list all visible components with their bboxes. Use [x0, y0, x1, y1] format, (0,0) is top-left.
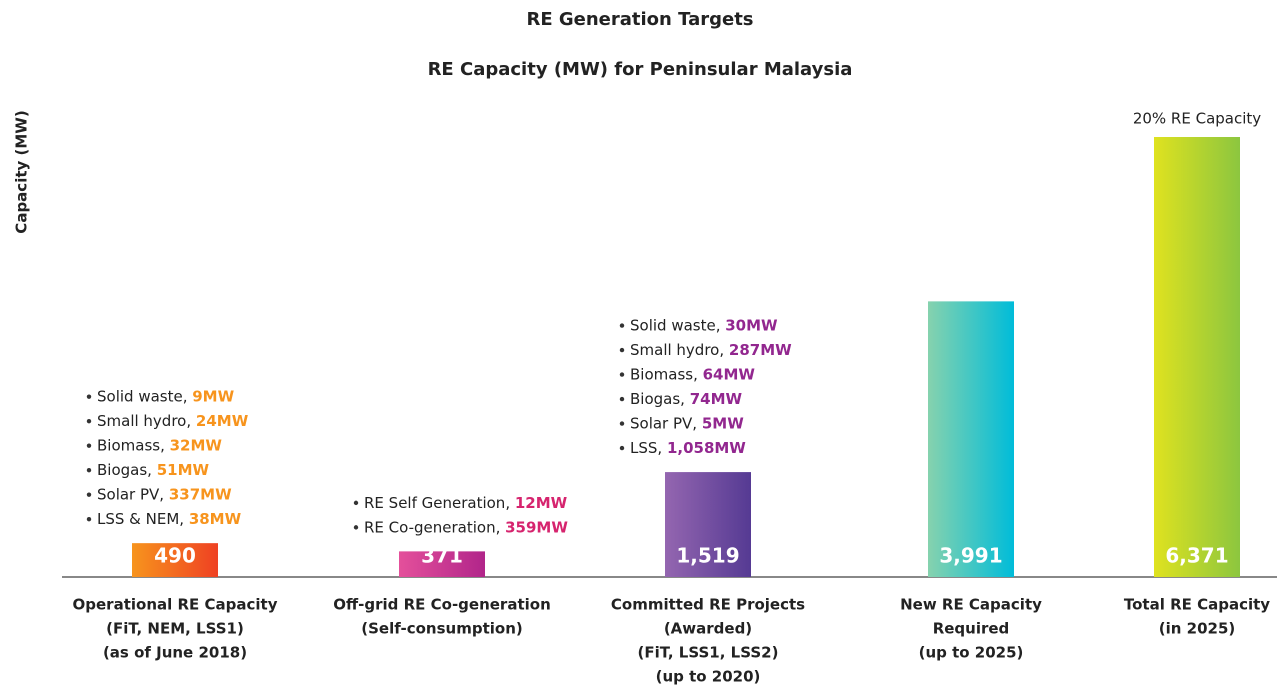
bar	[1154, 137, 1240, 577]
annotation-value: 32MW	[170, 436, 223, 454]
annotation-label: Biomass,	[630, 365, 703, 383]
x-tick-label: (Awarded)	[664, 620, 752, 638]
bullet	[619, 372, 625, 377]
bullet	[619, 421, 625, 426]
bullet	[619, 396, 625, 402]
annotation-label: Small hydro,	[630, 341, 729, 359]
annotation-value: 38MW	[189, 510, 242, 528]
x-tick-label: (up to 2020)	[656, 668, 761, 686]
annotation-value: 9MW	[192, 387, 234, 405]
x-tick-label: Total RE Capacity	[1124, 596, 1270, 614]
x-tick-label: (in 2025)	[1159, 620, 1236, 638]
annotation-label: Biomass,	[97, 436, 170, 454]
x-tick-label: (FiT, LSS1, LSS2)	[638, 644, 779, 662]
x-tick-label: (Self-consumption)	[361, 620, 522, 638]
annotation-value: 359MW	[505, 518, 568, 536]
annotation: Biogas, 51MW	[97, 461, 210, 479]
x-tick-label: (FiT, NEM, LSS1)	[106, 620, 244, 638]
value-label: 371	[421, 544, 463, 568]
bullet	[619, 347, 625, 353]
chart-title: RE Generation Targets	[526, 9, 753, 30]
y-axis-label: Capacity (MW)	[13, 110, 31, 233]
bullet	[353, 525, 359, 530]
bullet	[619, 323, 625, 328]
annotation-value: 74MW	[690, 390, 743, 408]
annotation: Biomass, 64MW	[630, 365, 755, 383]
annotation: LSS & NEM, 38MW	[97, 510, 242, 528]
annotation: Biomass, 32MW	[97, 436, 222, 454]
annotation-label: LSS,	[630, 439, 667, 457]
bar	[665, 472, 751, 577]
annotation: RE Self Generation, 12MW	[364, 493, 568, 511]
annotation: Solid waste, 9MW	[97, 387, 235, 405]
annotation-label: Solar PV,	[630, 414, 702, 432]
value-label: 1,519	[676, 544, 739, 568]
value-label: 3,991	[939, 544, 1002, 568]
annotation: Solar PV, 337MW	[97, 485, 232, 503]
x-tick-label: Committed RE Projects	[611, 596, 805, 614]
annotation-value: 1,058MW	[667, 439, 746, 457]
annotation-label: Solar PV,	[97, 485, 169, 503]
bar	[928, 301, 1014, 577]
annotation-label: Biogas,	[630, 390, 690, 408]
annotation-value: 287MW	[729, 341, 792, 359]
annotation-value: 12MW	[515, 493, 568, 511]
bullet	[86, 516, 92, 522]
value-label: 490	[154, 544, 196, 568]
chart-subtitle: RE Capacity (MW) for Peninsular Malaysia	[428, 59, 853, 80]
bullet	[353, 500, 359, 506]
annotation: Biogas, 74MW	[630, 390, 743, 408]
annotation-label: Small hydro,	[97, 412, 196, 430]
annotation: RE Co-generation, 359MW	[364, 518, 568, 536]
bullet	[86, 492, 92, 497]
x-tick-label: (up to 2025)	[919, 644, 1024, 662]
annotation-label: RE Self Generation,	[364, 493, 515, 511]
annotation: LSS, 1,058MW	[630, 439, 746, 457]
annotation: Solar PV, 5MW	[630, 414, 744, 432]
annotation: Small hydro, 24MW	[97, 412, 249, 430]
bullet	[86, 394, 92, 399]
annotation-label: Solid waste,	[97, 387, 192, 405]
annotation-label: Solid waste,	[630, 316, 725, 334]
annotation-label: Biogas,	[97, 461, 157, 479]
x-tick-label: Required	[933, 620, 1010, 638]
bullet	[619, 445, 625, 451]
annotation-label: LSS & NEM,	[97, 510, 189, 528]
annotation-value: 24MW	[196, 412, 249, 430]
annotation-label: RE Co-generation,	[364, 518, 505, 536]
annotation: Small hydro, 287MW	[630, 341, 792, 359]
annotation: Solid waste, 30MW	[630, 316, 778, 334]
annotation-value: 30MW	[725, 316, 778, 334]
bullet	[86, 418, 92, 424]
x-tick-label: Operational RE Capacity	[73, 596, 278, 614]
annotation-value: 64MW	[703, 365, 756, 383]
top-note: 20% RE Capacity	[1133, 110, 1261, 128]
value-label: 6,371	[1165, 544, 1228, 568]
bar	[132, 543, 218, 577]
bullet	[86, 467, 92, 473]
annotation-value: 5MW	[702, 414, 744, 432]
annotation-value: 51MW	[157, 461, 210, 479]
annotation-value: 337MW	[169, 485, 232, 503]
bar	[399, 551, 485, 577]
x-tick-label: Off-grid RE Co-generation	[333, 596, 551, 614]
bullet	[86, 443, 92, 448]
x-tick-label: New RE Capacity	[900, 596, 1042, 614]
x-tick-label: (as of June 2018)	[103, 644, 247, 662]
